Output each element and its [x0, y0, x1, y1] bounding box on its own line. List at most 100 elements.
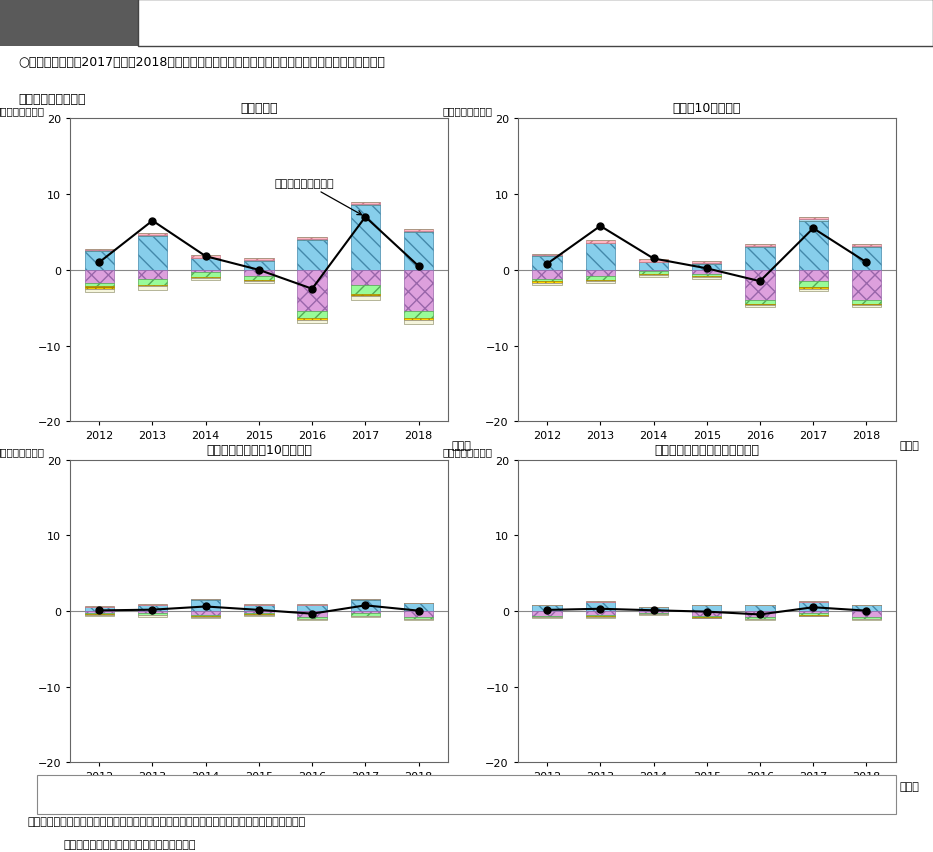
Bar — [244, 258, 273, 261]
Bar — [745, 618, 774, 619]
Bar — [351, 617, 380, 618]
Text: その他固定費要因: その他固定費要因 — [707, 790, 757, 799]
Bar — [138, 285, 167, 287]
Bar — [533, 618, 562, 619]
Text: 人件費要因: 人件費要因 — [278, 790, 309, 799]
Bar — [85, 290, 114, 292]
Bar — [576, 784, 595, 805]
Bar — [191, 256, 220, 258]
Bar — [254, 784, 273, 805]
Bar — [138, 605, 167, 612]
Bar — [639, 613, 668, 614]
Text: （年）: （年） — [452, 781, 471, 792]
Bar — [85, 284, 114, 287]
Text: 製造業における資本金規模別にみた経常利益の要因について: 製造業における資本金規模別にみた経常利益の要因について — [145, 16, 381, 31]
Bar — [533, 271, 562, 279]
Bar — [39, 784, 59, 805]
Bar — [244, 613, 273, 614]
Bar — [404, 604, 433, 612]
Text: 変動費率要因: 変動費率要因 — [171, 790, 208, 799]
Bar — [298, 240, 327, 271]
Text: （兆円、前年差）: （兆円、前年差） — [442, 106, 493, 116]
Bar — [351, 206, 380, 271]
Bar — [692, 612, 721, 617]
Bar — [533, 612, 562, 616]
Bar — [639, 263, 668, 271]
Bar — [404, 233, 433, 271]
Title: 資本金10億円以上: 資本金10億円以上 — [673, 102, 741, 115]
Bar — [146, 784, 166, 805]
Bar — [361, 784, 381, 805]
Bar — [85, 613, 114, 614]
Bar — [745, 304, 774, 306]
Bar — [533, 616, 562, 617]
Bar — [639, 272, 668, 274]
Bar — [586, 615, 615, 617]
Bar — [852, 301, 881, 304]
Bar — [745, 271, 774, 301]
Bar — [586, 612, 615, 615]
Bar — [191, 615, 220, 617]
Bar — [404, 318, 433, 320]
Bar — [683, 784, 703, 805]
Bar — [692, 605, 721, 612]
Bar — [745, 612, 774, 618]
Bar — [138, 237, 167, 271]
Bar — [351, 600, 380, 612]
Bar — [244, 615, 273, 617]
Bar — [191, 273, 220, 277]
Bar — [692, 264, 721, 271]
Bar — [852, 612, 881, 618]
Bar — [351, 271, 380, 285]
Bar — [586, 241, 615, 244]
Bar — [191, 259, 220, 271]
Text: （兆円、前年差）: （兆円、前年差） — [0, 447, 45, 457]
Bar — [852, 245, 881, 247]
Bar — [138, 616, 167, 617]
Bar — [404, 612, 433, 618]
Bar — [244, 262, 273, 271]
Bar — [852, 248, 881, 271]
Bar — [191, 600, 220, 612]
Bar — [138, 287, 167, 291]
Bar — [244, 605, 273, 612]
Bar — [298, 237, 327, 239]
Bar — [639, 607, 668, 612]
Bar — [586, 244, 615, 271]
Bar — [85, 251, 114, 271]
Bar — [639, 260, 668, 262]
Bar — [298, 312, 327, 318]
Bar — [85, 612, 114, 613]
Bar — [138, 271, 167, 279]
Text: 経常利益（前年差）: 経常利益（前年差） — [275, 179, 362, 216]
Bar — [745, 301, 774, 304]
Bar — [138, 612, 167, 613]
Bar — [85, 287, 114, 290]
Bar — [244, 271, 273, 277]
Bar — [852, 304, 881, 306]
Bar — [298, 320, 327, 324]
Bar — [191, 271, 220, 273]
Bar — [799, 613, 828, 615]
Bar — [533, 282, 562, 284]
Bar — [404, 312, 433, 318]
Text: 売上高要因: 売上高要因 — [63, 790, 94, 799]
Bar — [586, 282, 615, 284]
Bar — [191, 612, 220, 615]
Bar — [404, 619, 433, 620]
Bar — [692, 274, 721, 277]
Bar — [799, 222, 828, 271]
Bar — [852, 306, 881, 308]
Text: 経常利益: 経常利益 — [815, 790, 839, 799]
Bar — [351, 285, 380, 295]
Text: ○　製造業では、2017年から2018年にかけて、特に変動費率要因が経常利益に対して大きくマイナ: ○ 製造業では、2017年から2018年にかけて、特に変動費率要因が経常利益に対… — [19, 56, 385, 69]
Bar — [298, 619, 327, 620]
Text: スに寄与した。: スに寄与した。 — [19, 94, 86, 106]
Bar — [85, 271, 114, 284]
Bar — [639, 612, 668, 613]
Bar — [533, 279, 562, 282]
Bar — [586, 617, 615, 618]
Bar — [404, 271, 433, 312]
Text: （年）: （年） — [452, 440, 471, 451]
Bar — [404, 618, 433, 619]
